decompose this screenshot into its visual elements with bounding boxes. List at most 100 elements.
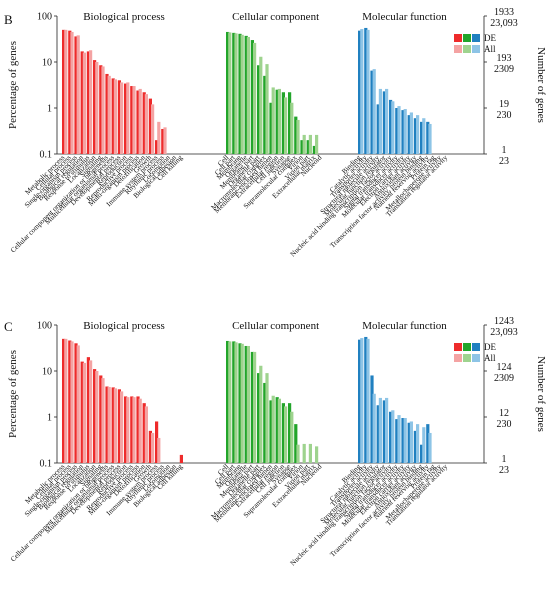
legend-swatch-de bbox=[454, 34, 462, 42]
group-title-cc: Cellular component bbox=[232, 320, 319, 332]
legend-swatch-all bbox=[463, 354, 471, 362]
bar-all-cc bbox=[228, 32, 232, 154]
bar-all-mf bbox=[391, 101, 395, 154]
bar-all-bp bbox=[70, 341, 74, 463]
bar-de-mf bbox=[364, 336, 368, 463]
legend-swatch-all bbox=[454, 45, 462, 53]
y-tick-label-right-all: 2309 bbox=[494, 64, 514, 75]
bar-de-mf bbox=[358, 339, 362, 463]
bar-all-bp bbox=[126, 397, 130, 463]
bar-de-mf bbox=[389, 99, 393, 154]
bar-all-cc bbox=[315, 446, 319, 463]
y-tick-label-right-de: 12 bbox=[499, 408, 509, 419]
bar-de-mf bbox=[376, 104, 380, 154]
bar-all-cc bbox=[246, 36, 250, 154]
bar-de-mf bbox=[382, 91, 386, 154]
bar-de-bp bbox=[161, 128, 165, 154]
y-tick-label-left: 1 bbox=[47, 413, 52, 424]
bar-de-mf bbox=[358, 30, 362, 154]
bar-all-cc bbox=[271, 87, 275, 154]
bar-all-mf bbox=[416, 115, 420, 154]
bar-all-mf bbox=[403, 109, 407, 154]
bar-de-cc bbox=[275, 397, 279, 463]
bar-de-bp bbox=[117, 80, 121, 154]
bar-all-mf bbox=[366, 338, 370, 463]
bar-all-bp bbox=[89, 360, 93, 463]
legend-label-all: All bbox=[484, 353, 496, 363]
bar-de-mf bbox=[407, 422, 411, 463]
bar-de-cc bbox=[226, 340, 230, 463]
bar-de-bp bbox=[179, 454, 183, 463]
bar-all-cc bbox=[290, 411, 294, 463]
bar-de-bp bbox=[86, 357, 90, 463]
bar-all-bp bbox=[120, 82, 124, 154]
bar-de-bp bbox=[99, 375, 103, 463]
legend-swatch-de bbox=[472, 34, 480, 42]
bar-all-mf bbox=[378, 88, 382, 154]
bar-de-mf bbox=[426, 424, 430, 463]
legend-swatch-de bbox=[454, 343, 462, 351]
bar-de-mf bbox=[420, 121, 424, 154]
bar-de-cc bbox=[250, 40, 254, 154]
bar-de-mf bbox=[364, 27, 368, 155]
bar-all-mf bbox=[403, 418, 407, 463]
y-tick-label-right-all: 2309 bbox=[494, 373, 514, 384]
bar-all-cc bbox=[246, 345, 250, 463]
bar-all-cc bbox=[277, 398, 281, 463]
bar-all-bp bbox=[126, 82, 130, 154]
bar-all-bp bbox=[132, 86, 136, 154]
bar-all-mf bbox=[366, 29, 370, 154]
y-tick-label-left: 100 bbox=[37, 321, 52, 332]
bar-de-bp bbox=[105, 386, 109, 463]
y-tick-label-right-de: 1933 bbox=[494, 7, 514, 18]
y-tick-label-right-all: 23,093 bbox=[490, 18, 518, 29]
bar-de-bp bbox=[74, 36, 78, 155]
bar-de-cc bbox=[226, 31, 230, 154]
bar-de-bp bbox=[62, 29, 66, 154]
bar-de-bp bbox=[148, 98, 152, 154]
bar-all-mf bbox=[372, 69, 376, 154]
bar-all-cc bbox=[296, 119, 300, 154]
bar-de-mf bbox=[376, 405, 380, 463]
bar-all-mf bbox=[360, 29, 364, 155]
bar-de-bp bbox=[136, 396, 140, 463]
bar-all-cc bbox=[277, 88, 281, 154]
y-tick-label-right-de: 1 bbox=[502, 454, 507, 465]
bar-de-cc bbox=[257, 373, 261, 463]
bar-all-bp bbox=[107, 75, 111, 154]
panel-letter: B bbox=[4, 12, 13, 27]
bar-de-cc bbox=[232, 32, 236, 154]
bar-all-bp bbox=[64, 338, 68, 463]
bar-de-mf bbox=[426, 121, 430, 154]
bar-all-bp bbox=[107, 386, 111, 463]
y-tick-label-right-all: 23 bbox=[499, 156, 509, 167]
bar-de-bp bbox=[93, 369, 97, 463]
legend-swatch-all bbox=[472, 45, 480, 53]
bar-all-cc bbox=[259, 365, 263, 463]
bar-de-cc bbox=[281, 92, 285, 154]
bar-de-mf bbox=[370, 375, 374, 463]
bar-all-bp bbox=[163, 127, 167, 154]
bar-de-cc bbox=[269, 400, 273, 463]
bar-de-bp bbox=[80, 361, 84, 463]
bar-all-mf bbox=[391, 410, 395, 463]
bar-all-cc bbox=[302, 134, 306, 154]
y-axis-title-left: Percentage of genes bbox=[7, 350, 19, 438]
bar-all-bp bbox=[101, 378, 105, 463]
bar-de-mf bbox=[395, 419, 399, 463]
bar-de-mf bbox=[370, 70, 374, 154]
bar-de-bp bbox=[124, 396, 128, 463]
bar-all-mf bbox=[409, 112, 413, 154]
bar-all-mf bbox=[422, 118, 426, 154]
bar-all-cc bbox=[253, 42, 257, 154]
bar-all-bp bbox=[113, 388, 117, 463]
bar-de-cc bbox=[288, 92, 292, 154]
bar-de-bp bbox=[130, 396, 134, 463]
bar-de-cc bbox=[232, 341, 236, 463]
bar-all-mf bbox=[385, 88, 389, 154]
bar-all-cc bbox=[228, 341, 232, 463]
y-tick-label-right-all: 230 bbox=[497, 419, 512, 430]
bar-all-cc bbox=[308, 443, 312, 463]
